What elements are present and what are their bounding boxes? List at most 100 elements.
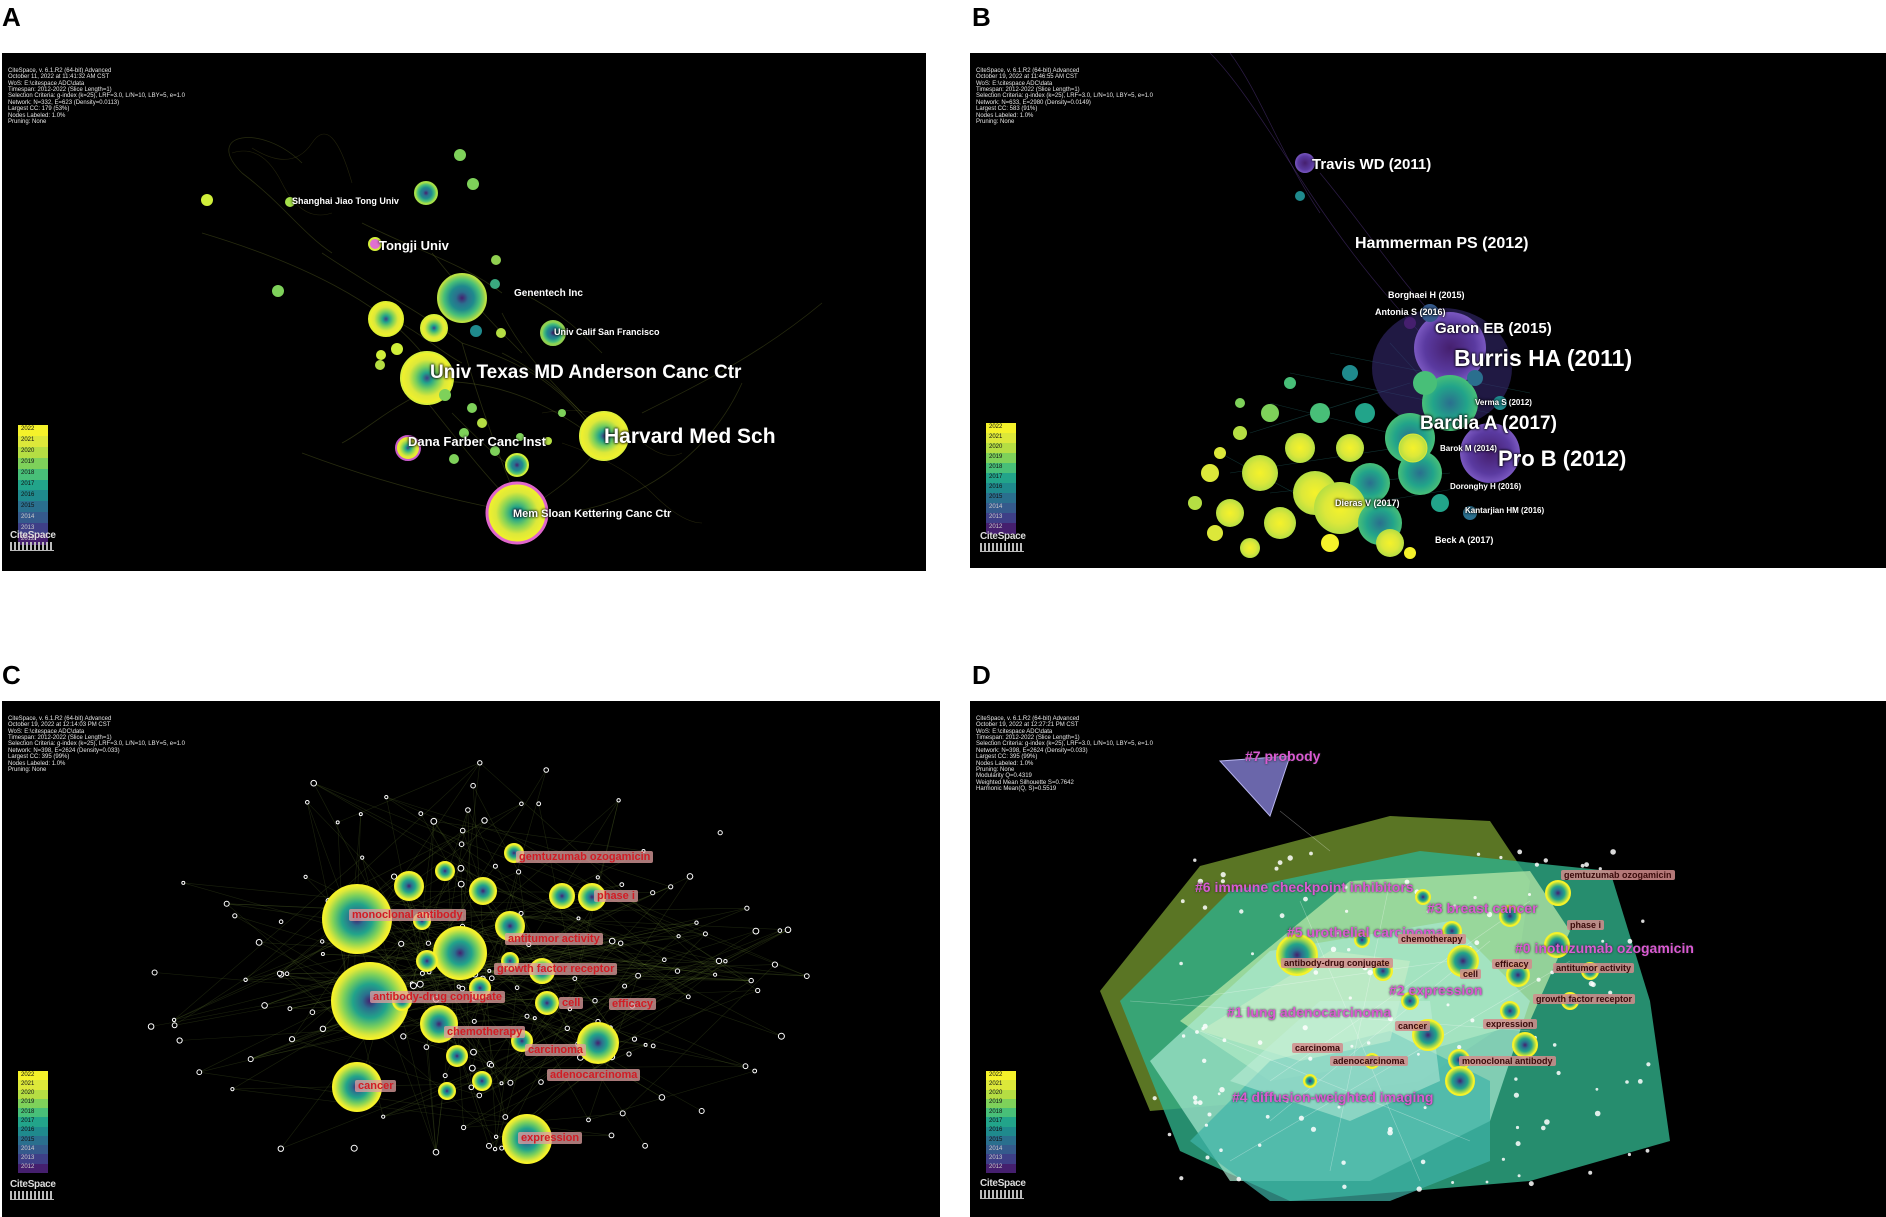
small-node bbox=[1222, 1038, 1227, 1043]
node-monoclonal-antibody bbox=[1445, 1066, 1475, 1096]
small-node bbox=[470, 782, 476, 789]
small-node bbox=[1202, 1023, 1208, 1029]
legend-year-label: 2020 bbox=[989, 444, 1003, 450]
small-node bbox=[1515, 1141, 1521, 1147]
label-chemotherapy: chemotherapy bbox=[444, 1026, 526, 1038]
label-garon-eb: Garon EB (2015) bbox=[1435, 320, 1552, 337]
small-node bbox=[278, 919, 284, 924]
small-node bbox=[284, 971, 290, 977]
small-node bbox=[1202, 905, 1208, 910]
small-node bbox=[1515, 1125, 1520, 1130]
small-node bbox=[1404, 879, 1410, 885]
small-node bbox=[1541, 1125, 1546, 1131]
panel-c-citespace-logo: CiteSpace bbox=[10, 1179, 56, 1200]
small-node bbox=[1416, 1186, 1422, 1192]
label-carcinoma: carcinoma bbox=[525, 1044, 587, 1056]
legend-year-label: 2019 bbox=[989, 454, 1003, 460]
node-small-14 bbox=[477, 418, 487, 428]
label-chemotherapy: chemotherapy bbox=[1398, 934, 1466, 944]
node-small-17 bbox=[449, 454, 459, 464]
panel-a-year-legend: 2022 2021 2020 2019 2018 2017 2016 2015 2014 2013… bbox=[18, 425, 48, 546]
small-node bbox=[1179, 1176, 1184, 1181]
cluster-label-3-breast-cancer: #3 breast cancer bbox=[1427, 900, 1538, 916]
legend-swatch bbox=[986, 1089, 1016, 1100]
small-node bbox=[1265, 1114, 1270, 1119]
small-node bbox=[1180, 899, 1185, 904]
small-node bbox=[442, 1073, 448, 1079]
node-growth-factor-receptor bbox=[433, 926, 487, 980]
small-node bbox=[1499, 855, 1503, 860]
panel-a-header: CiteSpace, v. 6.1.R2 (64-bit) Advanced Oc… bbox=[8, 67, 185, 126]
label-cell: cell bbox=[1460, 969, 1482, 979]
panel-b-year-legend: 2022 2021 2020 2019 2018 2017 2016 2015 2014 2013… bbox=[986, 423, 1016, 534]
small-node bbox=[1452, 904, 1458, 910]
small-node bbox=[305, 800, 310, 805]
small-node bbox=[1417, 1052, 1420, 1056]
small-node bbox=[196, 1069, 203, 1076]
small-node bbox=[1207, 1112, 1212, 1117]
legend-year-label: 2017 bbox=[21, 481, 35, 487]
small-node bbox=[391, 873, 398, 880]
legend-year-label: 2017 bbox=[989, 474, 1003, 480]
node-small-4 bbox=[272, 285, 284, 297]
small-node bbox=[1274, 866, 1279, 871]
small-node bbox=[487, 968, 492, 973]
node-green-1 bbox=[414, 181, 438, 205]
panel-d-header: CiteSpace, v. 6.1.R2 (64-bit) Advanced Oc… bbox=[976, 715, 1153, 793]
label-antitumor-activity: antitumor activity bbox=[505, 933, 603, 945]
label-adenocarcinoma: adenocarcinoma bbox=[1330, 1056, 1408, 1066]
small-node bbox=[608, 937, 616, 945]
small-node bbox=[1217, 1092, 1221, 1096]
small-node bbox=[507, 1079, 514, 1086]
label-cancer: cancer bbox=[1395, 1021, 1431, 1031]
legend-swatch bbox=[986, 1126, 1016, 1137]
cluster-label-1-lung-adenocarcinoma: #1 lung adenocarcinoma bbox=[1227, 1004, 1392, 1020]
small-node bbox=[1641, 919, 1645, 923]
small-node bbox=[384, 795, 389, 800]
legend-swatch bbox=[18, 1080, 48, 1091]
label-hammerman-ps: Hammerman PS (2012) bbox=[1355, 235, 1529, 252]
small-node bbox=[461, 1124, 467, 1131]
small-node bbox=[1219, 1087, 1225, 1093]
small-node bbox=[1485, 1180, 1489, 1184]
legend-year-label: 2016 bbox=[21, 491, 35, 498]
panel-c-keyword-network: CiteSpace, v. 6.1.R2 (64-bit) Advanced Oc… bbox=[2, 701, 940, 1217]
label-univ-calif-san-francisco: Univ Calif San Francisco bbox=[554, 327, 660, 337]
node-small-2 bbox=[454, 149, 466, 161]
small-node bbox=[668, 884, 674, 890]
small-node bbox=[755, 987, 761, 994]
small-node bbox=[471, 1018, 477, 1024]
legend-swatch bbox=[18, 1126, 48, 1137]
small-node bbox=[1179, 961, 1183, 966]
label-genentech-inc: Genentech Inc bbox=[514, 288, 583, 299]
legend-year-label: 2022 bbox=[21, 426, 35, 433]
small-node bbox=[536, 801, 542, 807]
panel-b-header: CiteSpace, v. 6.1.R2 (64-bit) Advanced Oc… bbox=[976, 67, 1153, 126]
small-node bbox=[1501, 1157, 1505, 1161]
small-node bbox=[676, 934, 681, 939]
small-node bbox=[1598, 867, 1602, 871]
small-node bbox=[1627, 1152, 1631, 1157]
small-node bbox=[416, 980, 424, 988]
legend-year-label: 2020 bbox=[21, 448, 35, 455]
small-node bbox=[1197, 1100, 1203, 1106]
small-node bbox=[1367, 969, 1373, 976]
small-node bbox=[320, 939, 325, 944]
node-gemtuzumab bbox=[1545, 880, 1571, 906]
legend-swatch bbox=[986, 463, 1016, 474]
small-node bbox=[650, 1043, 656, 1049]
small-node bbox=[1470, 1018, 1475, 1023]
label-cancer: cancer bbox=[355, 1080, 397, 1092]
small-node bbox=[492, 863, 498, 869]
small-node bbox=[543, 767, 550, 773]
small-node bbox=[650, 890, 656, 896]
small-node bbox=[381, 1114, 386, 1119]
node-bardia bbox=[1398, 433, 1428, 463]
small-node bbox=[713, 972, 718, 977]
node-small-19 bbox=[544, 437, 552, 445]
small-node bbox=[1423, 1106, 1427, 1110]
small-node bbox=[410, 982, 417, 990]
label-bardia-a: Bardia A (2017) bbox=[1420, 413, 1557, 434]
small-node bbox=[465, 807, 471, 813]
small-node bbox=[1220, 872, 1226, 878]
